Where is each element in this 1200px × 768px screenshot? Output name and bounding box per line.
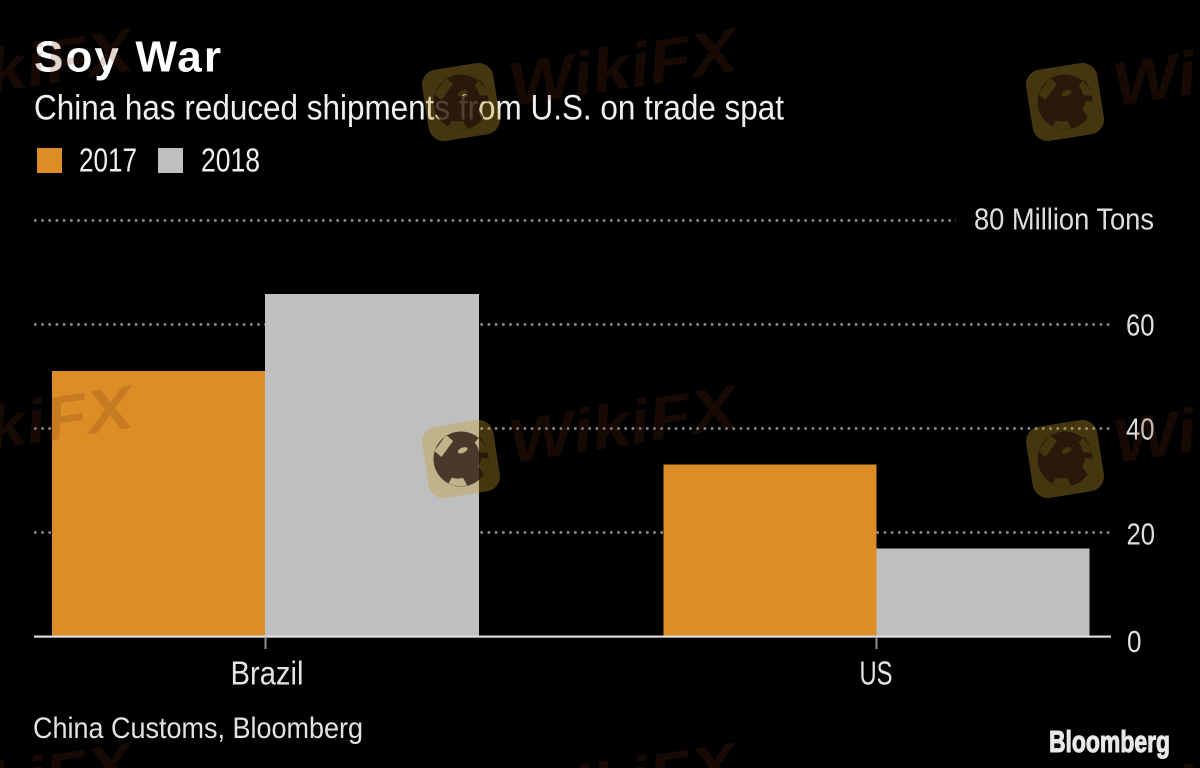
svg-text:US: US [860,655,893,692]
svg-text:2017: 2017 [79,142,137,179]
svg-text:60: 60 [1126,308,1155,343]
svg-text:China has reduced shipments fr: China has reduced shipments from U.S. on… [34,89,784,128]
svg-text:2018: 2018 [201,142,260,179]
svg-text:Brazil: Brazil [231,655,304,692]
svg-text:0: 0 [1127,624,1142,659]
svg-text:20: 20 [1127,517,1156,552]
svg-text:80 Million Tons: 80 Million Tons [974,202,1154,237]
svg-text:Bloomberg: Bloomberg [1049,725,1170,759]
